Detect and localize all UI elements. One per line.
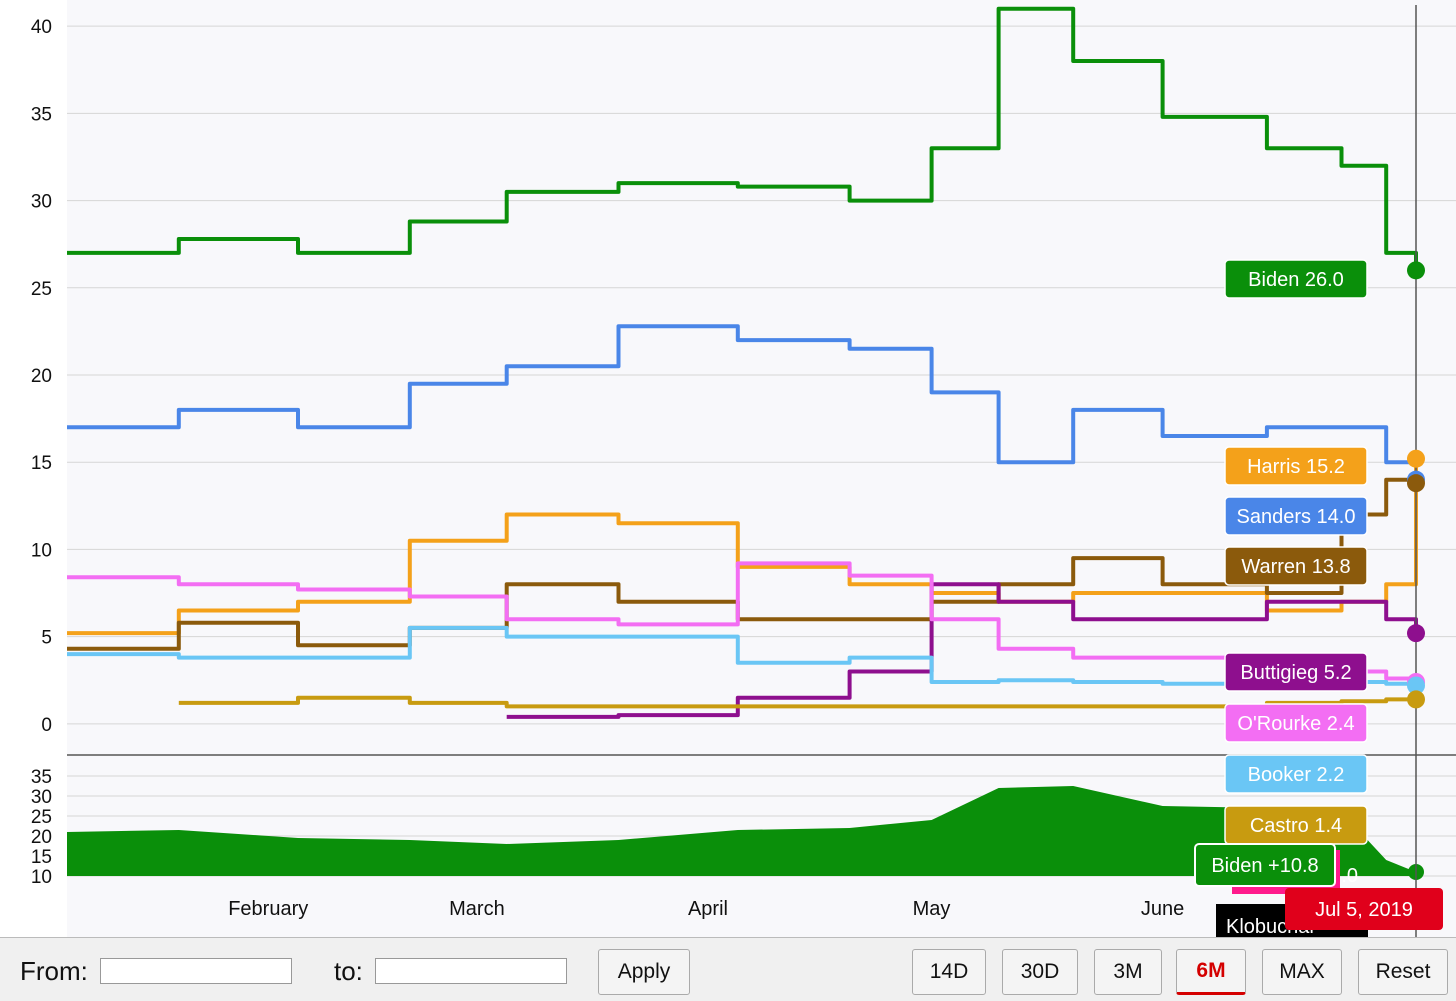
range-max-button[interactable]: MAX — [1262, 949, 1342, 995]
volume-y-tick-label: 20 — [31, 827, 52, 848]
spread-label-box — [1194, 843, 1336, 887]
to-label: to: — [334, 956, 363, 986]
y-tick-label: 35 — [31, 104, 52, 125]
series-line-biden — [67, 6, 1418, 271]
range-14d-button[interactable]: 14D — [912, 949, 986, 995]
to-date-input[interactable] — [375, 958, 567, 984]
x-tick-label: May — [913, 898, 951, 920]
date-label-box — [1285, 888, 1443, 930]
series-end-marker — [1407, 690, 1425, 709]
label-box — [1224, 496, 1368, 536]
x-tick-label: February — [228, 898, 308, 920]
y-tick-label: 40 — [31, 17, 52, 38]
candidate-label: Booker 2.2 — [1224, 754, 1368, 794]
y-tick-label: 10 — [31, 540, 52, 561]
y-tick-label: 15 — [31, 453, 52, 474]
reset-button[interactable]: Reset — [1358, 949, 1448, 995]
candidate-label: Harris 15.2 — [1224, 446, 1368, 486]
series-line-buttigieg — [506, 582, 1418, 719]
series-line-sanders — [67, 324, 1418, 480]
series-end-marker — [1407, 624, 1425, 643]
label-box — [1224, 754, 1368, 794]
label-text: Buttigieg 5.2 — [1240, 662, 1351, 684]
y-tick-label: 0 — [41, 715, 52, 736]
volume-y-tick-label: 15 — [31, 847, 52, 868]
from-date-input[interactable] — [100, 958, 292, 984]
label-text: Booker 2.2 — [1248, 764, 1345, 786]
volume-y-tick-label: 10 — [31, 867, 52, 888]
y-tick-label: 20 — [31, 366, 52, 387]
spread-label-text: Biden +10.8 — [1211, 855, 1318, 877]
candidate-label: O'Rourke 2.4 — [1224, 703, 1368, 743]
candidate-label: Sanders 14.0 — [1224, 496, 1368, 536]
candidate-label: Castro 1.4 — [1224, 805, 1368, 845]
y-tick-label: 30 — [31, 192, 52, 213]
label-box — [1224, 446, 1368, 486]
x-tick-label: March — [449, 898, 505, 920]
endpoint-markers — [1407, 261, 1425, 709]
label-text: Biden 26.0 — [1248, 269, 1344, 291]
series-end-marker — [1407, 676, 1425, 695]
y-tick-label: 5 — [41, 628, 52, 649]
label-box — [1224, 703, 1368, 743]
range-6m-button[interactable]: 6M — [1176, 949, 1246, 995]
volume-y-tick-label: 30 — [31, 787, 52, 808]
label-text: Harris 15.2 — [1247, 456, 1345, 478]
candidate-label: Buttigieg 5.2 — [1224, 652, 1368, 692]
candidate-label: Warren 13.8 — [1224, 546, 1368, 586]
y-tick-label: 25 — [31, 279, 52, 300]
range-3m-button[interactable]: 3M — [1094, 949, 1162, 995]
series-end-marker — [1407, 449, 1425, 468]
label-text: Warren 13.8 — [1241, 556, 1350, 578]
range-toolbar: From: to: Apply 14D 30D 3M 6M MAX Reset — [0, 937, 1456, 1001]
label-box — [1224, 546, 1368, 586]
x-axis: February March April May June — [228, 898, 1184, 920]
hidden-label-text: .0 — [1341, 865, 1358, 887]
series-line-harris — [67, 458, 1418, 636]
date-label-text: Jul 5, 2019 — [1315, 899, 1413, 921]
from-label: From: — [20, 956, 88, 986]
volume-y-tick-label: 25 — [31, 807, 52, 828]
apply-button[interactable]: Apply — [598, 949, 690, 995]
series-end-marker — [1407, 261, 1425, 280]
x-tick-label: April — [688, 898, 728, 920]
candidate-labels: Biden 26.0 Harris 15.2 Sanders 14.0 Warren … — [1224, 259, 1368, 845]
series-line-castro — [178, 695, 1416, 709]
series-end-marker — [1407, 474, 1425, 493]
label-text: Castro 1.4 — [1250, 815, 1342, 837]
volume-y-tick-label: 35 — [31, 767, 52, 788]
label-text: O'Rourke 2.4 — [1237, 713, 1354, 735]
label-box — [1224, 652, 1368, 692]
label-text: Sanders 14.0 — [1237, 506, 1356, 528]
range-30d-button[interactable]: 30D — [1002, 949, 1078, 995]
label-box — [1224, 259, 1368, 299]
spread-area — [67, 786, 1416, 876]
x-tick-label: June — [1141, 898, 1184, 920]
candidate-label: Biden 26.0 — [1224, 259, 1368, 299]
